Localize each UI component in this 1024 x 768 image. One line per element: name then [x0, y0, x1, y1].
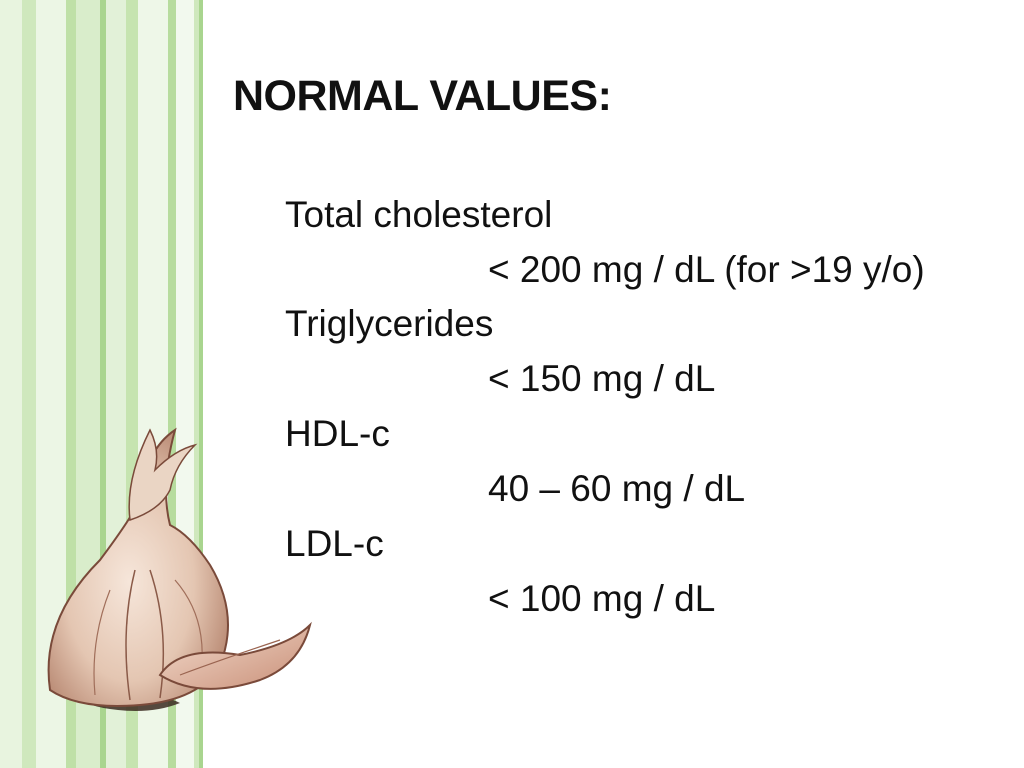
entry-value-ldl-c: < 100 mg / dL	[488, 578, 716, 619]
entry-name-hdl-c: HDL-c	[285, 413, 390, 454]
entry-name-total-cholesterol: Total cholesterol	[285, 194, 553, 235]
slide-title: NORMAL VALUES:	[233, 72, 612, 120]
entry-name-triglycerides: Triglycerides	[285, 303, 494, 344]
entry-value-triglycerides: < 150 mg / dL	[488, 358, 716, 399]
entry-value-hdl-c: 40 – 60 mg / dL	[488, 468, 746, 509]
entry-value-total-cholesterol: < 200 mg / dL (for >19 y/o)	[488, 249, 925, 290]
garlic-bulb-icon	[47, 427, 312, 711]
entry-name-ldl-c: LDL-c	[285, 523, 384, 564]
